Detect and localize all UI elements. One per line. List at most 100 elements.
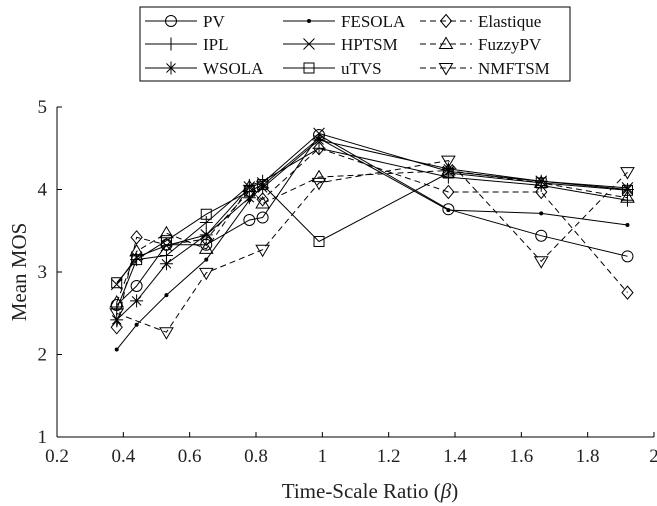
axes-layer: 0.2 0.4 0.6 0.8 1 1.2 1.4 1.6 1.8 2 1 2 3 4 5 — [38, 97, 657, 467]
data-point-fesola — [164, 293, 169, 298]
series-line-ipl — [116, 147, 628, 310]
x-tick-label: 0.8 — [244, 446, 268, 467]
y-tick-label: 3 — [38, 262, 48, 283]
legend-item-fuzzypv: FuzzyPV — [420, 35, 542, 54]
data-point-utvs — [111, 277, 123, 289]
legend-item-pv: PV — [145, 12, 225, 31]
data-point-utvs — [257, 179, 269, 191]
series-line-utvs — [116, 172, 628, 284]
data-point-nmftsm — [198, 267, 214, 281]
legend-item-hptsm: HPTSM — [283, 35, 398, 54]
series-utvs — [111, 167, 633, 289]
x-tick-label: 1.8 — [576, 446, 600, 467]
data-point-fesola — [317, 136, 322, 141]
legend-swatch-marker — [303, 38, 315, 50]
legend-label: NMFTSM — [478, 59, 550, 78]
legend-item-utvs: uTVS — [283, 59, 382, 78]
legend-label: FESOLA — [341, 12, 406, 31]
series-wsola — [110, 133, 634, 327]
x-tick-label: 0.2 — [45, 446, 69, 467]
data-point-elastique — [621, 285, 634, 300]
data-point-fuzzypv — [311, 169, 327, 183]
data-point-pv — [243, 214, 256, 227]
data-point-fesola — [134, 322, 139, 327]
legend-swatch-marker — [307, 19, 311, 23]
data-point-elastique — [535, 184, 548, 200]
x-tick-label: 0.6 — [178, 446, 202, 467]
x-tick-label: 1 — [318, 446, 328, 467]
legend-box — [139, 6, 571, 82]
x-axis-title-close: ) — [451, 479, 458, 503]
series-line-fesola — [116, 137, 628, 350]
data-point-fuzzypv — [533, 175, 549, 188]
data-point-fuzzypv — [198, 241, 214, 254]
x-tick-label: 1.2 — [377, 446, 401, 467]
legend-swatch-marker — [439, 13, 453, 29]
x-axis-title: Time-Scale Ratio (β) — [282, 479, 459, 503]
data-point-nmftsm — [311, 177, 327, 191]
data-point-utvs — [621, 184, 633, 196]
data-point-fesola — [625, 222, 630, 227]
y-axis-title: Mean MOS — [7, 223, 31, 322]
x-axis-title-text: Time-Scale Ratio ( — [282, 479, 441, 503]
legend-item-nmftsm: NMFTSM — [420, 59, 550, 78]
data-point-wsola — [130, 294, 144, 308]
series-line-fuzzypv — [116, 169, 628, 303]
data-point-fuzzypv — [255, 196, 271, 209]
series-pv — [110, 129, 634, 311]
data-point-fesola — [539, 211, 544, 216]
data-point-wsola — [159, 257, 173, 271]
y-tick-label: 1 — [38, 427, 48, 448]
data-point-pv — [130, 280, 143, 293]
data-point-fuzzypv — [620, 190, 635, 203]
data-point-utvs — [160, 235, 172, 247]
x-tick-label: 0.4 — [111, 446, 135, 467]
data-point-nmftsm — [620, 167, 635, 180]
series-line-nmftsm — [116, 160, 628, 333]
data-point-utvs — [313, 235, 325, 247]
legend-swatch-marker — [438, 63, 454, 76]
data-point-utvs — [131, 254, 143, 266]
data-point-hptsm — [313, 127, 325, 140]
series-fuzzypv — [109, 163, 635, 308]
legend-swatch-marker — [164, 61, 178, 75]
data-point-elastique — [442, 184, 455, 200]
data-point-fuzzypv — [159, 225, 174, 239]
legend-item-wsola: WSOLA — [145, 59, 264, 78]
data-point-fesola — [204, 257, 209, 262]
data-point-nmftsm — [533, 256, 549, 269]
x-tick-label: 1.6 — [509, 446, 533, 467]
data-point-fesola — [114, 347, 119, 352]
data-point-pv — [256, 211, 269, 224]
series-line-hptsm — [116, 132, 628, 285]
data-point-fesola — [247, 198, 252, 203]
data-point-ipl — [199, 216, 213, 229]
data-point-pv — [442, 203, 455, 216]
legend-swatch-marker — [438, 36, 454, 49]
data-point-utvs — [200, 208, 212, 220]
x-tick-label: 2 — [649, 446, 657, 467]
data-point-elastique — [312, 140, 326, 156]
data-point-pv — [535, 229, 548, 242]
data-point-elastique — [130, 230, 143, 245]
data-point-nmftsm — [159, 327, 174, 340]
legend-item-elastique: Elastique — [420, 12, 541, 31]
data-point-elastique — [243, 183, 256, 199]
legend-swatch-marker — [303, 62, 315, 74]
data-point-pv — [621, 250, 634, 263]
data-point-nmftsm — [255, 244, 271, 258]
legend-label: IPL — [203, 35, 229, 54]
data-point-hptsm — [200, 229, 213, 241]
legend-item-fesola: FESOLA — [283, 12, 406, 31]
series-line-pv — [116, 134, 628, 306]
legend-swatch-marker — [165, 15, 177, 27]
series-nmftsm — [109, 155, 635, 340]
y-tick-label: 5 — [38, 97, 48, 118]
y-tick-label: 4 — [38, 180, 48, 201]
series-elastique — [110, 140, 634, 335]
data-point-elastique — [256, 192, 269, 207]
legend-swatch-marker — [164, 37, 178, 51]
data-point-fuzzypv — [109, 295, 125, 308]
data-point-elastique — [200, 231, 213, 247]
